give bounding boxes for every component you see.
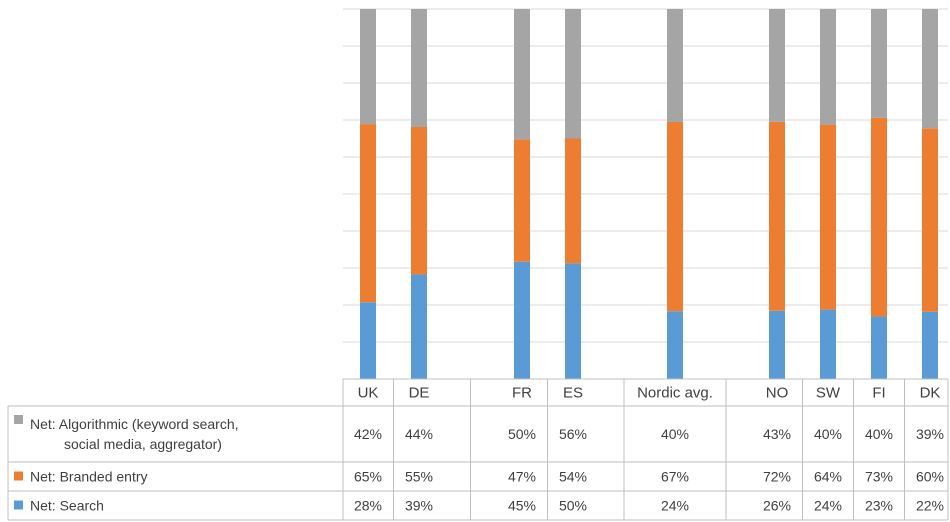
- data-cell: 23%: [865, 498, 893, 514]
- data-cell: 44%: [405, 426, 433, 442]
- category-label: DK: [920, 385, 941, 402]
- data-cell: 45%: [508, 498, 536, 514]
- bar-segment: DE — Net: Branded entry: 55%: [411, 126, 427, 275]
- category-label: ES: [563, 385, 583, 402]
- bar-segment: SW — Net: Algorithmic (keyword search, s…: [820, 9, 836, 125]
- bar-segment: NO — Net: Search: 26%: [769, 310, 785, 379]
- data-cell: 50%: [508, 426, 536, 442]
- bar-segment: FR — Net: Search: 45%: [514, 261, 530, 379]
- bar-segment: FI — Net: Branded entry: 73%: [871, 117, 887, 317]
- bar-segment: ES — Net: Algorithmic (keyword search, s…: [565, 9, 581, 139]
- bar-segment: Nordic avg. — Net: Branded entry: 67%: [667, 121, 683, 312]
- bar-segment: UK — Net: Search: 28%: [360, 302, 376, 379]
- bar-segment: ES — Net: Branded entry: 54%: [565, 138, 581, 264]
- data-cell: 50%: [559, 498, 587, 514]
- series-label: social media, aggregator): [64, 436, 222, 452]
- data-table: UK DE FR ES Nordic avg. NO SW FI DK Net: Algorith…: [7, 378, 949, 521]
- category-label: SW: [816, 385, 841, 402]
- data-cell: 40%: [814, 426, 842, 442]
- data-cell: 55%: [405, 469, 433, 485]
- bar-segment: DE — Net: Search: 39%: [411, 274, 427, 379]
- data-cell: 39%: [405, 498, 433, 514]
- series-label: Net: Branded entry: [30, 469, 148, 485]
- bar-segment: FI — Net: Algorithmic (keyword search, s…: [871, 9, 887, 118]
- bar-segment: NO — Net: Algorithmic (keyword search, s…: [769, 9, 785, 122]
- data-cell: 40%: [661, 426, 689, 442]
- data-cell: 22%: [916, 498, 944, 514]
- category-label: Nordic avg.: [637, 385, 713, 402]
- legend-swatch: [14, 500, 23, 510]
- data-cell: 43%: [763, 426, 791, 442]
- data-cell: 24%: [814, 498, 842, 514]
- data-cell: 40%: [865, 426, 893, 442]
- bar-segment: DK — Net: Algorithmic (keyword search, s…: [922, 9, 938, 129]
- bar-segment: SW — Net: Branded entry: 64%: [820, 124, 836, 310]
- bar-segment: DE — Net: Algorithmic (keyword search, s…: [411, 9, 427, 127]
- bar-segment: FI — Net: Search: 23%: [871, 316, 887, 379]
- bars: UK — Net: Search: 28%UK — Net: Branded e…: [360, 9, 938, 379]
- data-cell: 64%: [814, 469, 842, 485]
- category-label: FI: [872, 385, 885, 402]
- category-label: NO: [766, 385, 789, 402]
- bar-segment: FR — Net: Algorithmic (keyword search, s…: [514, 9, 530, 140]
- category-label: DE: [409, 385, 430, 402]
- data-cell: 65%: [354, 469, 382, 485]
- bar-segment: UK — Net: Branded entry: 65%: [360, 124, 376, 303]
- data-cell: 47%: [508, 469, 536, 485]
- data-cell: 24%: [661, 498, 689, 514]
- bar-segment: NO — Net: Branded entry: 72%: [769, 121, 785, 311]
- data-cell: 28%: [354, 498, 382, 514]
- bar-segment: DK — Net: Branded entry: 60%: [922, 128, 938, 312]
- bar-segment: UK — Net: Algorithmic (keyword search, s…: [360, 9, 376, 125]
- bar-segment: Nordic avg. — Net: Search: 24%: [667, 311, 683, 379]
- gridlines: [343, 8, 948, 343]
- data-cell: 73%: [865, 469, 893, 485]
- data-cell: 60%: [916, 469, 944, 485]
- series-label: Net: Search: [30, 498, 104, 514]
- data-cell: 39%: [916, 426, 944, 442]
- bar-segment: Nordic avg. — Net: Algorithmic (keyword …: [667, 9, 683, 122]
- bar-segment: FR — Net: Branded entry: 47%: [514, 139, 530, 262]
- legend-swatch: [14, 471, 23, 481]
- data-cell: 54%: [559, 469, 587, 485]
- legend-swatch: [14, 415, 23, 424]
- category-label: FR: [512, 385, 532, 402]
- data-cell: 42%: [354, 426, 382, 442]
- data-cell: 67%: [661, 469, 689, 485]
- data-cell: 26%: [763, 498, 791, 514]
- bar-segment: SW — Net: Search: 24%: [820, 309, 836, 379]
- series-label: Net: Algorithmic (keyword search,: [30, 416, 239, 432]
- bar-segment: ES — Net: Search: 50%: [565, 263, 581, 379]
- data-cell: 56%: [559, 426, 587, 442]
- data-cell: 72%: [763, 469, 791, 485]
- bar-segment: DK — Net: Search: 22%: [922, 311, 938, 379]
- category-label: UK: [358, 385, 379, 402]
